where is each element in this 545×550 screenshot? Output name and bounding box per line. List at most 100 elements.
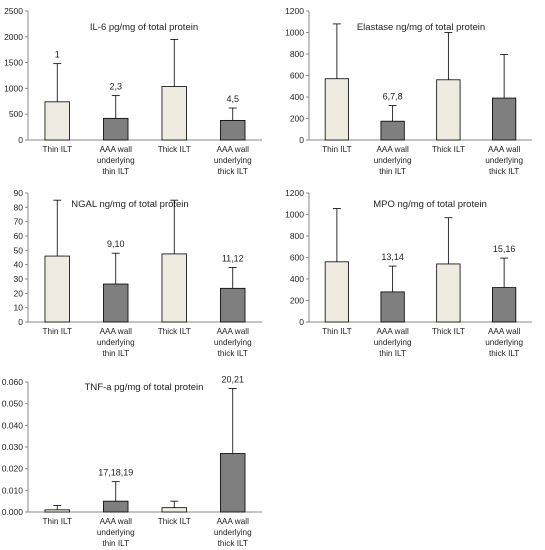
x-tick-label: Thick ILT <box>432 327 465 336</box>
y-tick-label: 10 <box>14 303 24 313</box>
bar <box>492 287 517 323</box>
bar <box>161 86 187 141</box>
x-tick-label-line: AAA wall <box>100 145 132 154</box>
chart-panel-4: MPO ng/mg of total protein 0 200 400 600 800 1… <box>285 188 532 358</box>
chart-panel-2: Elastase ng/mg of total protein 0 200 400 60… <box>285 6 532 176</box>
bar <box>161 253 187 323</box>
y-tick-label: 0 <box>299 135 304 145</box>
y-tick-label: 0 <box>18 135 23 145</box>
y-tick-label: 200 <box>290 114 304 124</box>
x-tick-label-line: underlying <box>97 528 135 537</box>
y-tick-label: 0.000 <box>2 507 24 517</box>
x-tick-label-line: underlying <box>97 156 135 165</box>
x-tick-label-line: thick ILT <box>218 349 248 358</box>
x-tick-label-line: thick ILT <box>218 539 248 548</box>
x-tick-label: AAA wall underlying thick ILT <box>214 327 252 358</box>
y-tick-label: 200 <box>290 296 304 306</box>
x-tick-label: AAA wall underlying thin ILT <box>97 517 135 548</box>
x-tick-label-line: Thin ILT <box>322 145 351 154</box>
y-tick-label: 30 <box>14 274 24 284</box>
x-tick-label-line: thick ILT <box>218 167 248 176</box>
x-tick-label-line: AAA wall <box>376 145 408 154</box>
y-tick-label: 90 <box>14 188 24 198</box>
x-tick-label: Thin ILT <box>43 145 72 154</box>
x-tick-label-line: underlying <box>485 338 523 347</box>
y-tick-label: 1200 <box>285 6 304 16</box>
chart-title: IL-6 pg/mg of total protein <box>90 22 198 33</box>
x-tick-label-line: thin ILT <box>102 349 129 358</box>
y-tick-label: 50 <box>14 245 24 255</box>
x-tick-label-line: AAA wall <box>488 145 520 154</box>
x-tick-label-line: AAA wall <box>100 327 132 336</box>
bar <box>380 120 405 141</box>
x-tick-label-line: underlying <box>374 338 412 347</box>
x-tick-label-line: Thick ILT <box>158 145 191 154</box>
bar <box>44 101 70 141</box>
y-tick-label: 0.020 <box>2 464 24 474</box>
x-tick-label-line: AAA wall <box>376 327 408 336</box>
significance-label: 13,14 <box>381 252 404 262</box>
x-tick-label: Thick ILT <box>158 145 191 154</box>
bar <box>436 263 461 323</box>
bar <box>324 78 349 141</box>
y-tick-label: 0 <box>299 317 304 327</box>
bar <box>436 79 461 141</box>
y-tick-label: 500 <box>9 109 23 119</box>
bar <box>103 283 129 323</box>
y-tick-label: 20 <box>14 288 24 298</box>
x-tick-label-line: AAA wall <box>217 327 249 336</box>
bar <box>44 255 70 323</box>
x-tick-label: AAA wall underlying thin ILT <box>374 327 412 358</box>
y-tick-label: 1000 <box>4 83 23 93</box>
significance-label: 9,10 <box>107 239 125 249</box>
y-tick-label: 2500 <box>4 6 23 16</box>
y-tick-label: 0.010 <box>2 485 24 495</box>
y-tick-label: 80 <box>14 202 24 212</box>
x-tick-label-line: underlying <box>214 528 252 537</box>
x-tick-label: AAA wall underlying thin ILT <box>374 145 412 176</box>
significance-label: 20,21 <box>221 375 244 385</box>
y-tick-label: 1000 <box>285 28 304 38</box>
significance-label: 17,18,19 <box>98 468 133 478</box>
bar <box>220 453 246 513</box>
x-tick-label: Thick ILT <box>432 145 465 154</box>
x-tick-label-line: Thin ILT <box>322 327 351 336</box>
chart-title: TNF-a pg/mg of total protein <box>85 382 204 393</box>
x-tick-label: Thin ILT <box>322 145 351 154</box>
chart-panel-3: NGAL ng/mg of total protein 0 10 20 30 40 50 60… <box>14 188 262 358</box>
significance-label: 2,3 <box>109 82 122 92</box>
x-tick-label: AAA wall underlying thick ILT <box>485 327 523 358</box>
x-tick-label-line: AAA wall <box>488 327 520 336</box>
y-tick-label: 60 <box>14 231 24 241</box>
x-tick-label-line: thin ILT <box>102 167 129 176</box>
x-tick-label: Thin ILT <box>322 327 351 336</box>
y-tick-label: 400 <box>290 92 304 102</box>
x-tick-label-line: thick ILT <box>489 349 519 358</box>
y-tick-label: 2000 <box>4 32 23 42</box>
x-tick-label-line: thin ILT <box>102 539 129 548</box>
x-tick-label-line: Thick ILT <box>158 517 191 526</box>
chart-title: MPO ng/mg of total protein <box>373 199 487 210</box>
y-tick-label: 1500 <box>4 58 23 68</box>
x-tick-label: Thin ILT <box>43 327 72 336</box>
x-tick-label: AAA wall underlying thick ILT <box>214 145 252 176</box>
x-tick-label: Thick ILT <box>158 327 191 336</box>
x-tick-label-line: Thick ILT <box>158 327 191 336</box>
y-tick-label: 600 <box>290 71 304 81</box>
y-tick-label: 0.030 <box>2 442 24 452</box>
y-tick-label: 70 <box>14 217 24 227</box>
y-tick-label: 800 <box>290 49 304 59</box>
x-tick-label: AAA wall underlying thin ILT <box>97 327 135 358</box>
x-tick-label-line: AAA wall <box>100 517 132 526</box>
chart-panel-5: TNF-a pg/mg of total protein 0.000 0.010 0.… <box>2 375 262 548</box>
y-tick-label: 0 <box>18 317 23 327</box>
y-tick-label: 0.050 <box>2 399 24 409</box>
x-tick-label-line: Thin ILT <box>43 145 72 154</box>
x-tick-label: AAA wall underlying thick ILT <box>485 145 523 176</box>
x-tick-label-line: underlying <box>214 156 252 165</box>
significance-label: 11,12 <box>222 254 244 264</box>
bar <box>220 119 246 141</box>
x-tick-label-line: Thick ILT <box>432 145 465 154</box>
bar <box>161 507 187 513</box>
